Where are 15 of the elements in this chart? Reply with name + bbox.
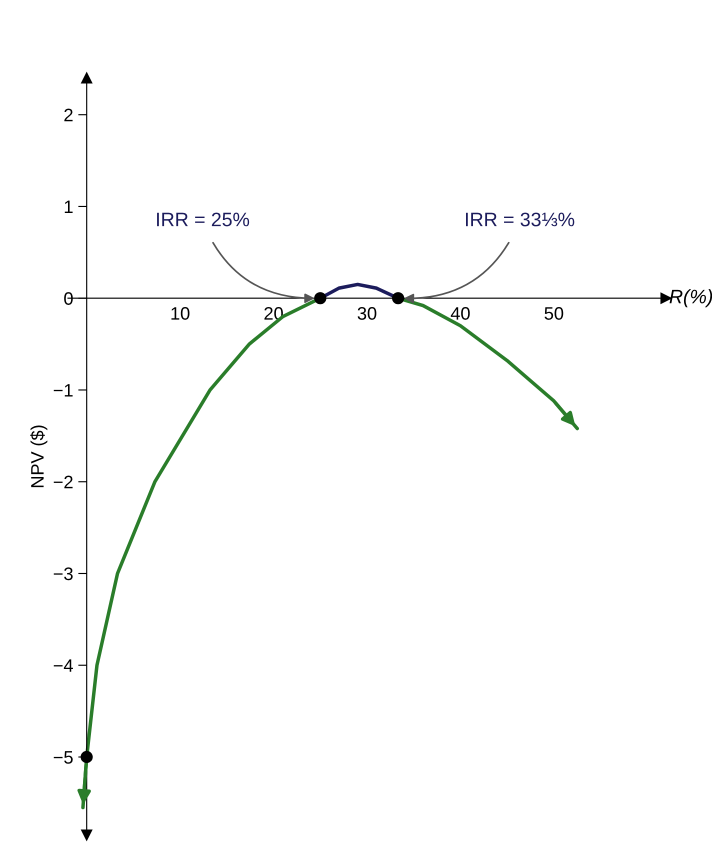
y-tick-label: −1 xyxy=(54,384,73,397)
x-tick-label: 30 xyxy=(358,307,376,320)
x-tick-label: 50 xyxy=(544,307,564,320)
x-axis-title: R(%) xyxy=(670,289,712,308)
y-tick-label: −5 xyxy=(54,751,73,764)
x-tick-label: 40 xyxy=(450,307,470,320)
y-tick-label: −2 xyxy=(54,476,73,488)
y-tick-label: −4 xyxy=(54,659,73,672)
y-tick-label: 1 xyxy=(64,200,73,214)
annotation: IRR = 25% xyxy=(157,212,250,226)
y-axis-title: NPV ($) xyxy=(30,426,48,488)
annotation: IRR = 33⅓% xyxy=(466,212,574,226)
y-tick-label: 2 xyxy=(64,108,73,122)
x-tick-label: 10 xyxy=(171,307,190,320)
y-tick-label: −3 xyxy=(54,567,73,580)
